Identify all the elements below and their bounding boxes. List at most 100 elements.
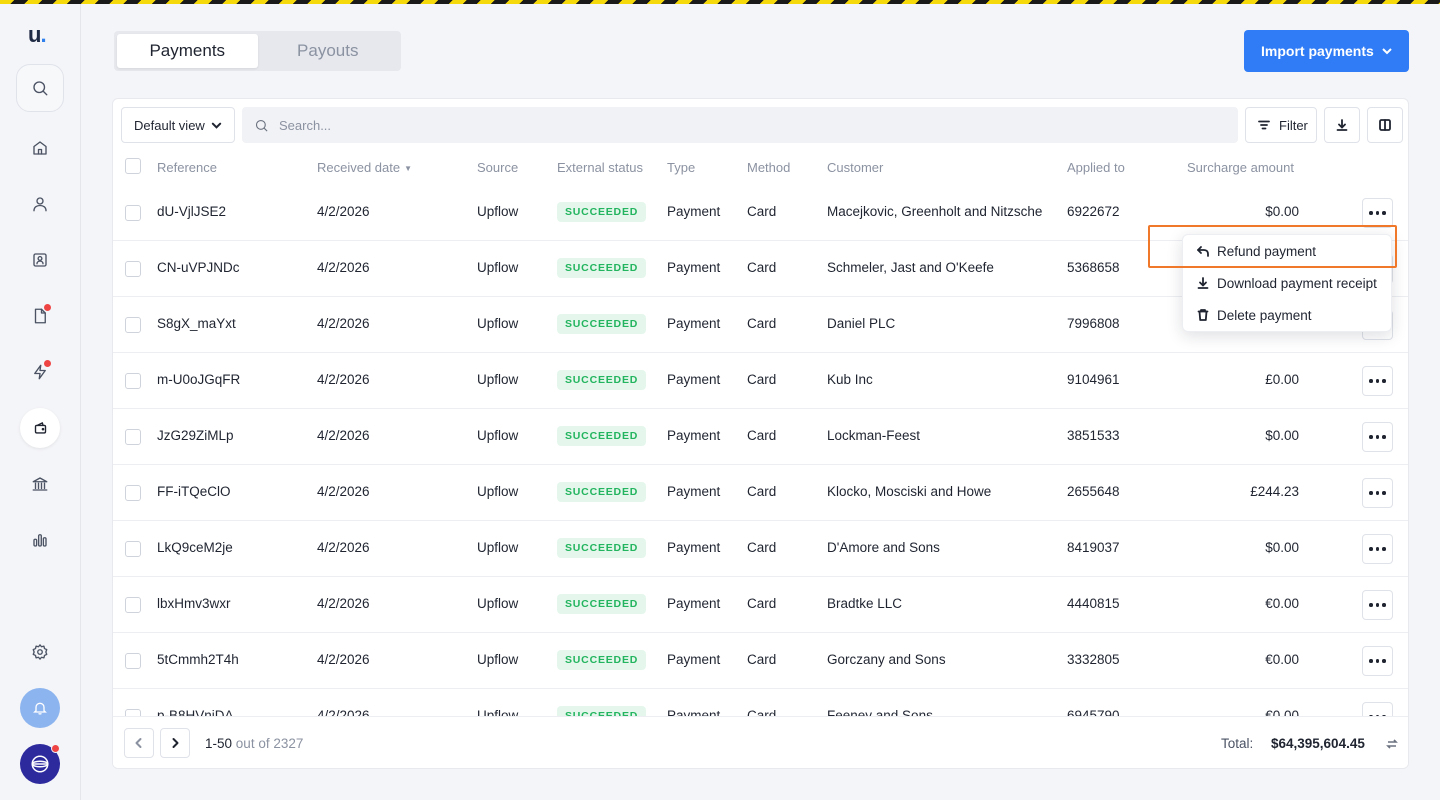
row-more-button[interactable]: [1362, 478, 1393, 508]
row-checkbox[interactable]: [125, 205, 141, 221]
sidebar-item-reports[interactable]: [20, 520, 60, 560]
column-header-customer[interactable]: Customer: [827, 160, 884, 175]
view-select[interactable]: Default view: [121, 107, 235, 143]
cell-customer: Schmeler, Jast and O'Keefe: [827, 260, 994, 275]
status-badge: SUCCEEDED: [557, 594, 647, 614]
cell-type: Payment: [667, 652, 721, 667]
column-header-surcharge-amount[interactable]: Surcharge amount: [1187, 160, 1294, 175]
table-row[interactable]: 5tCmmh2T4h 4/2/2026 Upflow SUCCEEDED Payment…: [113, 633, 1408, 689]
cell-method: Card: [747, 204, 777, 219]
column-header-reference[interactable]: Reference: [157, 160, 217, 175]
cell-received-date: 4/2/2026: [317, 372, 370, 387]
row-checkbox[interactable]: [125, 261, 141, 277]
sidebar-item-home[interactable]: [20, 128, 60, 168]
table-row[interactable]: dU-VjlJSE2 4/2/2026 Upflow SUCCEEDED Payment…: [113, 185, 1408, 241]
cell-method: Card: [747, 484, 777, 499]
row-checkbox[interactable]: [125, 373, 141, 389]
filter-icon: [1258, 120, 1270, 130]
notifications-button[interactable]: [20, 688, 60, 728]
column-header-applied-to[interactable]: Applied to: [1067, 160, 1125, 175]
menu-item-delete-payment[interactable]: Delete payment: [1183, 300, 1393, 330]
app-logo[interactable]: u.: [28, 22, 47, 47]
sidebar-item-documents[interactable]: [20, 296, 60, 336]
row-checkbox[interactable]: [125, 653, 141, 669]
caution-stripe: [0, 0, 1440, 4]
more-dot-icon: [1382, 547, 1386, 551]
cell-applied-to: 6922672: [1067, 204, 1120, 219]
cell-reference: 5tCmmh2T4h: [157, 652, 239, 667]
sidebar-item-contacts[interactable]: [20, 240, 60, 280]
filter-button[interactable]: Filter: [1245, 107, 1317, 143]
cell-surcharge-amount: €0.00: [1265, 652, 1299, 667]
tab-payouts[interactable]: Payouts: [297, 41, 359, 60]
cell-method: Card: [747, 540, 777, 555]
avatar[interactable]: [20, 744, 60, 784]
cell-received-date: 4/2/2026: [317, 260, 370, 275]
status-badge: SUCCEEDED: [557, 650, 647, 670]
cell-type: Payment: [667, 372, 721, 387]
import-payments-button[interactable]: Import payments: [1244, 30, 1409, 72]
table-row[interactable]: LkQ9ceM2je 4/2/2026 Upflow SUCCEEDED Payment…: [113, 521, 1408, 577]
select-all-checkbox[interactable]: [125, 158, 141, 174]
more-dot-icon: [1382, 491, 1386, 495]
more-dot-icon: [1382, 659, 1386, 663]
column-header-source[interactable]: Source: [477, 160, 519, 175]
tab-payments[interactable]: Payments: [117, 34, 258, 68]
row-more-button[interactable]: [1362, 534, 1393, 564]
cell-method: Card: [747, 260, 777, 275]
sidebar-item-payments[interactable]: [20, 408, 60, 448]
menu-item-refund-payment[interactable]: Refund payment: [1183, 236, 1393, 266]
prev-page-button[interactable]: [124, 728, 154, 758]
row-checkbox[interactable]: [125, 429, 141, 445]
row-checkbox[interactable]: [125, 317, 141, 333]
row-more-button[interactable]: [1362, 198, 1393, 228]
menu-item-download-receipt[interactable]: Download payment receipt: [1183, 268, 1393, 298]
cell-source: Upflow: [477, 372, 519, 387]
sidebar-item-automations[interactable]: [20, 352, 60, 392]
more-dot-icon: [1369, 659, 1373, 663]
table-row[interactable]: m-U0oJGqFR 4/2/2026 Upflow SUCCEEDED Payment…: [113, 353, 1408, 409]
search-input[interactable]: [279, 117, 1179, 133]
column-header-external-status[interactable]: External status: [557, 160, 643, 175]
cell-applied-to: 7996808: [1067, 316, 1120, 331]
cell-applied-to: 3332805: [1067, 652, 1120, 667]
wallet-icon: [34, 421, 46, 434]
row-checkbox[interactable]: [125, 541, 141, 557]
cell-customer: Klocko, Mosciski and Howe: [827, 484, 992, 499]
next-page-button[interactable]: [160, 728, 190, 758]
sidebar-item-bank[interactable]: [20, 464, 60, 504]
row-checkbox[interactable]: [125, 597, 141, 613]
table-row[interactable]: lbxHmv3wxr 4/2/2026 Upflow SUCCEEDED Payment…: [113, 577, 1408, 633]
more-dot-icon: [1369, 547, 1373, 551]
search-icon: [255, 119, 268, 132]
currency-swap-icon[interactable]: [1386, 737, 1398, 749]
row-more-button[interactable]: [1362, 422, 1393, 452]
more-dot-icon: [1369, 491, 1373, 495]
more-dot-icon: [1375, 491, 1380, 495]
cell-applied-to: 3851533: [1067, 428, 1120, 443]
column-header-method[interactable]: Method: [747, 160, 791, 175]
download-button[interactable]: [1324, 107, 1360, 143]
sidebar-item-customers[interactable]: [20, 184, 60, 224]
cell-applied-to: 2655648: [1067, 484, 1120, 499]
notification-dot: [51, 744, 60, 753]
row-more-button[interactable]: [1362, 366, 1393, 396]
sidebar-search-button[interactable]: [16, 64, 64, 112]
menu-item-label: Refund payment: [1217, 243, 1317, 259]
swap-arrows-icon: [1386, 739, 1398, 749]
notification-dot: [44, 304, 51, 311]
row-more-button[interactable]: [1362, 646, 1393, 676]
table-row[interactable]: JzG29ZiMLp 4/2/2026 Upflow SUCCEEDED Payment…: [113, 409, 1408, 465]
row-checkbox[interactable]: [125, 485, 141, 501]
columns-button[interactable]: [1367, 107, 1403, 143]
sidebar-item-settings[interactable]: [20, 632, 60, 672]
cell-surcharge-amount: £244.23: [1250, 484, 1299, 499]
row-more-button[interactable]: [1362, 590, 1393, 620]
import-payments-label: Import payments: [1261, 43, 1374, 59]
cell-source: Upflow: [477, 428, 519, 443]
more-dot-icon: [1375, 547, 1380, 551]
column-header-type[interactable]: Type: [667, 160, 696, 175]
cell-received-date: 4/2/2026: [317, 596, 370, 611]
column-header-received-date[interactable]: Received date ▼: [317, 160, 412, 175]
table-row[interactable]: FF-iTQeClO 4/2/2026 Upflow SUCCEEDED Payment…: [113, 465, 1408, 521]
